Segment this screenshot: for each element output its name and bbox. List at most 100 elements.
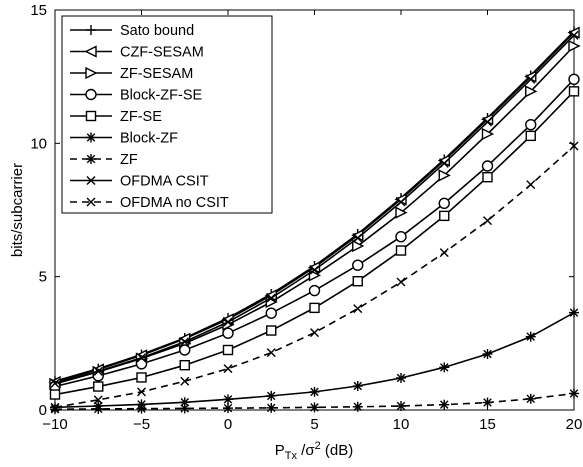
x-tick-label: 5 bbox=[310, 416, 318, 433]
data-point-ofdma-csit bbox=[483, 117, 492, 127]
data-point-zf-sesam bbox=[525, 85, 538, 98]
data-point-zf bbox=[439, 399, 450, 410]
legend-label-czf-sesam: CZF-SESAM bbox=[120, 45, 204, 61]
data-point-block-zf-se bbox=[352, 259, 364, 271]
data-point-ofdma-no-csit bbox=[266, 348, 276, 358]
legend-label-zf: ZF bbox=[120, 152, 138, 168]
data-point-zf-se bbox=[136, 372, 147, 383]
data-point-zf-se bbox=[93, 381, 104, 392]
data-point-zf-sesam bbox=[481, 127, 495, 141]
data-point-zf-se bbox=[222, 344, 234, 356]
data-point-ofdma-csit bbox=[93, 366, 103, 376]
y-tick-label: 5 bbox=[39, 269, 47, 286]
legend-label-zf-se: ZF-SE bbox=[120, 109, 162, 125]
data-point-zf-se bbox=[309, 302, 320, 314]
y-tick-label: 0 bbox=[39, 402, 47, 419]
series-layer bbox=[48, 26, 581, 415]
x-tick-label: −10 bbox=[42, 416, 67, 433]
data-point-ofdma-csit bbox=[266, 293, 276, 303]
data-point-block-zf-se bbox=[568, 73, 580, 86]
data-point-ofdma-csit bbox=[569, 30, 579, 40]
legend-label-zf-sesam: ZF-SESAM bbox=[120, 66, 193, 82]
y-tick-label: 10 bbox=[30, 135, 47, 152]
legend-label-block-zf: Block-ZF bbox=[120, 131, 178, 147]
data-point-zf-sesam bbox=[395, 206, 408, 219]
data-point-block-zf bbox=[569, 307, 579, 318]
data-point-block-zf-se bbox=[395, 230, 407, 243]
legend-marker-ofdma-no-csit bbox=[86, 197, 96, 207]
ticks-layer: −10 −5 0 5 10 15 20 0 5 10 15 bbox=[30, 2, 582, 433]
data-point-zf-se bbox=[482, 171, 493, 183]
data-point-block-zf-se bbox=[265, 307, 277, 319]
x-tick-label: 10 bbox=[393, 416, 410, 433]
x-tick-label: −5 bbox=[133, 416, 150, 433]
legend-marker-czf-sesam bbox=[84, 45, 97, 58]
data-point-zf bbox=[179, 403, 190, 414]
data-point-block-zf-se bbox=[308, 284, 321, 297]
legend-marker-block-zf-se bbox=[85, 88, 97, 101]
data-point-ofdma-no-csit bbox=[93, 395, 103, 405]
y-axis-title: bits/subcarrier bbox=[9, 163, 26, 257]
data-point-block-zf bbox=[396, 373, 406, 383]
data-point-zf-sesam bbox=[438, 169, 451, 182]
data-point-ofdma-csit bbox=[526, 74, 536, 84]
x-axis-title: PTx /σ2 (dB) bbox=[275, 440, 353, 462]
data-point-ofdma-csit bbox=[223, 317, 233, 327]
x-tick-label: 15 bbox=[479, 416, 496, 433]
data-point-block-zf-se bbox=[135, 358, 148, 370]
x-axis-title-unit: (dB) bbox=[321, 442, 354, 459]
data-point-block-zf bbox=[439, 362, 450, 373]
legend-marker-zf-se bbox=[85, 110, 97, 122]
data-point-zf-se bbox=[179, 360, 190, 371]
data-point-zf-se bbox=[568, 86, 580, 97]
legend-label-block-zf-se: Block-ZF-SE bbox=[120, 88, 203, 104]
data-point-zf-se bbox=[395, 245, 407, 256]
data-point-ofdma-no-csit bbox=[180, 376, 190, 386]
data-point-block-zf bbox=[352, 381, 363, 391]
data-point-ofdma-no-csit bbox=[310, 328, 319, 338]
legend-label-sato-bound: Sato bound bbox=[120, 23, 194, 39]
legend-label-ofdma-csit: OFDMA CSIT bbox=[120, 174, 209, 190]
data-point-zf bbox=[93, 403, 104, 414]
data-point-ofdma-no-csit bbox=[137, 387, 146, 397]
data-point-zf-se bbox=[439, 210, 450, 222]
data-point-zf-se bbox=[525, 130, 536, 142]
data-point-ofdma-no-csit bbox=[396, 277, 406, 287]
data-point-ofdma-csit bbox=[353, 233, 363, 243]
data-point-ofdma-csit bbox=[50, 378, 60, 388]
y-tick-label: 15 bbox=[30, 2, 47, 19]
data-point-block-zf bbox=[266, 390, 277, 401]
data-point-ofdma-csit bbox=[180, 337, 190, 347]
data-point-ofdma-csit bbox=[396, 197, 406, 207]
data-point-zf-se bbox=[266, 325, 277, 336]
data-point-block-zf bbox=[309, 386, 320, 397]
data-point-zf bbox=[525, 393, 536, 404]
data-point-ofdma-csit bbox=[439, 158, 449, 168]
data-point-ofdma-no-csit bbox=[483, 216, 492, 226]
legend-label-ofdma-no-csit: OFDMA no CSIT bbox=[120, 195, 229, 211]
data-point-block-zf-se bbox=[481, 160, 494, 172]
data-point-zf-sesam bbox=[352, 239, 365, 253]
data-point-ofdma-no-csit bbox=[353, 304, 363, 314]
data-point-ofdma-csit bbox=[137, 353, 146, 363]
data-point-ofdma-no-csit bbox=[526, 180, 536, 190]
data-point-ofdma-csit bbox=[310, 265, 319, 275]
data-point-block-zf-se bbox=[222, 327, 234, 339]
data-point-ofdma-no-csit bbox=[223, 364, 233, 374]
data-point-zf bbox=[266, 402, 277, 413]
data-point-block-zf bbox=[525, 331, 536, 342]
data-point-block-zf-se bbox=[179, 344, 191, 356]
data-point-block-zf bbox=[482, 349, 493, 359]
x-axis-title-rest: /σ bbox=[297, 442, 315, 459]
legend: Sato bound CZF-SESAM ZF-SESAM Block-ZF-SE ZF… bbox=[61, 15, 273, 214]
data-point-zf-se bbox=[352, 276, 363, 287]
x-tick-label: 0 bbox=[224, 416, 232, 433]
data-point-zf bbox=[569, 388, 579, 399]
data-point-block-zf bbox=[223, 394, 233, 405]
x-tick-label: 20 bbox=[566, 416, 583, 433]
data-point-block-zf-se bbox=[525, 118, 537, 131]
data-point-zf-sesam bbox=[568, 39, 581, 53]
data-point-ofdma-no-csit bbox=[439, 248, 449, 258]
data-point-zf-se bbox=[49, 389, 61, 400]
